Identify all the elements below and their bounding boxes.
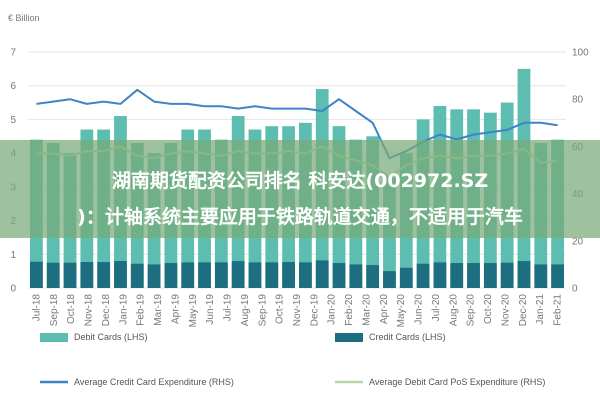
legend: Debit Cards (LHS) Credit Cards (LHS) Avera… <box>40 332 545 387</box>
legend-swatch <box>335 333 363 342</box>
credit-bar <box>416 263 430 288</box>
credit-bar <box>130 263 144 288</box>
credit-expenditure-line <box>36 88 558 160</box>
x-tick-label: Sep-19 <box>257 294 268 327</box>
left-tick-label: 5 <box>10 115 16 126</box>
credit-bar <box>433 262 447 288</box>
legend-swatch <box>40 333 68 342</box>
x-tick-label: Jul-18 <box>31 294 42 322</box>
x-tick-label: Jun-20 <box>414 294 425 325</box>
credit-bar <box>483 263 497 288</box>
credit-bar <box>332 263 346 288</box>
left-axis-unit: € Billion <box>8 13 40 23</box>
right-tick-label: 100 <box>572 48 589 59</box>
x-tick-label: Jan-19 <box>118 294 129 325</box>
x-tick-label: Jan-20 <box>327 294 338 325</box>
x-tick-label: Dec-20 <box>518 294 529 327</box>
x-tick-label: May-20 <box>396 294 407 328</box>
x-tick-label: Feb-20 <box>344 294 355 326</box>
x-tick-label: Apr-19 <box>170 294 181 324</box>
credit-bar <box>467 263 480 288</box>
credit-bar <box>383 271 396 288</box>
x-tick-label: Dec-18 <box>101 294 112 327</box>
credit-bar <box>198 262 211 288</box>
credit-bar <box>315 260 329 288</box>
credit-bar <box>282 262 295 288</box>
credit-bar <box>214 262 228 288</box>
credit-cards-bars <box>30 260 564 288</box>
left-tick-label: 6 <box>10 81 16 92</box>
left-tick-label: 7 <box>10 48 16 59</box>
x-tick-label: Mar-20 <box>361 294 372 326</box>
legend-label: Credit Cards (LHS) <box>369 332 446 342</box>
credit-bar <box>500 262 514 288</box>
x-tick-label: Sep-18 <box>49 294 60 327</box>
x-axis-ticks: Jul-18 Sep-18 Oct-18 Nov-18 Dec-18 Jan-19 Feb-… <box>31 294 563 328</box>
headline-banner: 湖南期货配资公司排名 科安达(002972.SZ )：计轴系统主要应用于铁路轨道… <box>0 140 600 238</box>
credit-bar <box>63 262 77 288</box>
credit-bar <box>80 262 94 288</box>
x-tick-label: Nov-20 <box>500 294 511 327</box>
credit-bar <box>534 264 548 288</box>
headline-line-1: 湖南期货配资公司排名 科安达(002972.SZ <box>111 170 489 192</box>
x-tick-label: Mar-19 <box>153 294 164 326</box>
x-tick-label: Sep-20 <box>466 294 477 327</box>
headline-line-2: )：计轴系统主要应用于铁路轨道交通，不适用于汽车 <box>77 206 523 228</box>
credit-bar <box>299 262 312 288</box>
credit-bar <box>147 264 161 288</box>
credit-bar <box>517 261 531 288</box>
credit-bar <box>265 262 279 288</box>
x-tick-label: Oct-19 <box>275 294 286 324</box>
x-tick-label: Oct-20 <box>483 294 494 324</box>
x-tick-label: Jul-19 <box>223 294 234 322</box>
credit-bar <box>181 262 195 288</box>
x-tick-label: Nov-19 <box>292 294 303 327</box>
x-tick-label: Jun-19 <box>205 294 216 325</box>
x-tick-label: Dec-19 <box>309 294 320 327</box>
x-tick-label: Nov-18 <box>84 294 95 327</box>
x-tick-label: Jul-20 <box>431 294 442 322</box>
x-tick-label: Feb-19 <box>136 294 147 326</box>
legend-label: Debit Cards (LHS) <box>74 332 148 342</box>
x-tick-label: Aug-19 <box>240 294 251 327</box>
left-tick-label: 0 <box>10 284 16 295</box>
right-tick-label: 20 <box>572 236 584 247</box>
legend-label: Average Credit Card Expenditure (RHS) <box>74 377 234 387</box>
legend-label: Average Debit Card PoS Expenditure (RHS) <box>369 377 545 387</box>
credit-bar <box>46 262 60 288</box>
left-tick-label: 1 <box>10 250 16 261</box>
x-tick-label: Aug-20 <box>448 294 459 327</box>
credit-bar <box>231 261 245 288</box>
credit-bar <box>349 264 363 288</box>
x-tick-label: Oct-18 <box>66 294 77 324</box>
x-tick-label: Apr-20 <box>379 294 390 324</box>
x-tick-label: Feb-21 <box>553 294 564 326</box>
credit-bar <box>164 263 178 288</box>
credit-bar <box>114 261 127 288</box>
credit-bar <box>97 262 111 288</box>
credit-bar <box>399 267 413 288</box>
right-tick-label: 0 <box>572 284 578 295</box>
x-tick-label: Jan-21 <box>535 294 546 325</box>
credit-bar <box>248 262 262 288</box>
credit-bar <box>366 265 380 288</box>
credit-bar <box>450 263 464 288</box>
credit-bar <box>30 261 43 288</box>
right-tick-label: 80 <box>572 95 584 106</box>
x-tick-label: May-19 <box>188 294 199 328</box>
credit-bar <box>551 264 564 288</box>
